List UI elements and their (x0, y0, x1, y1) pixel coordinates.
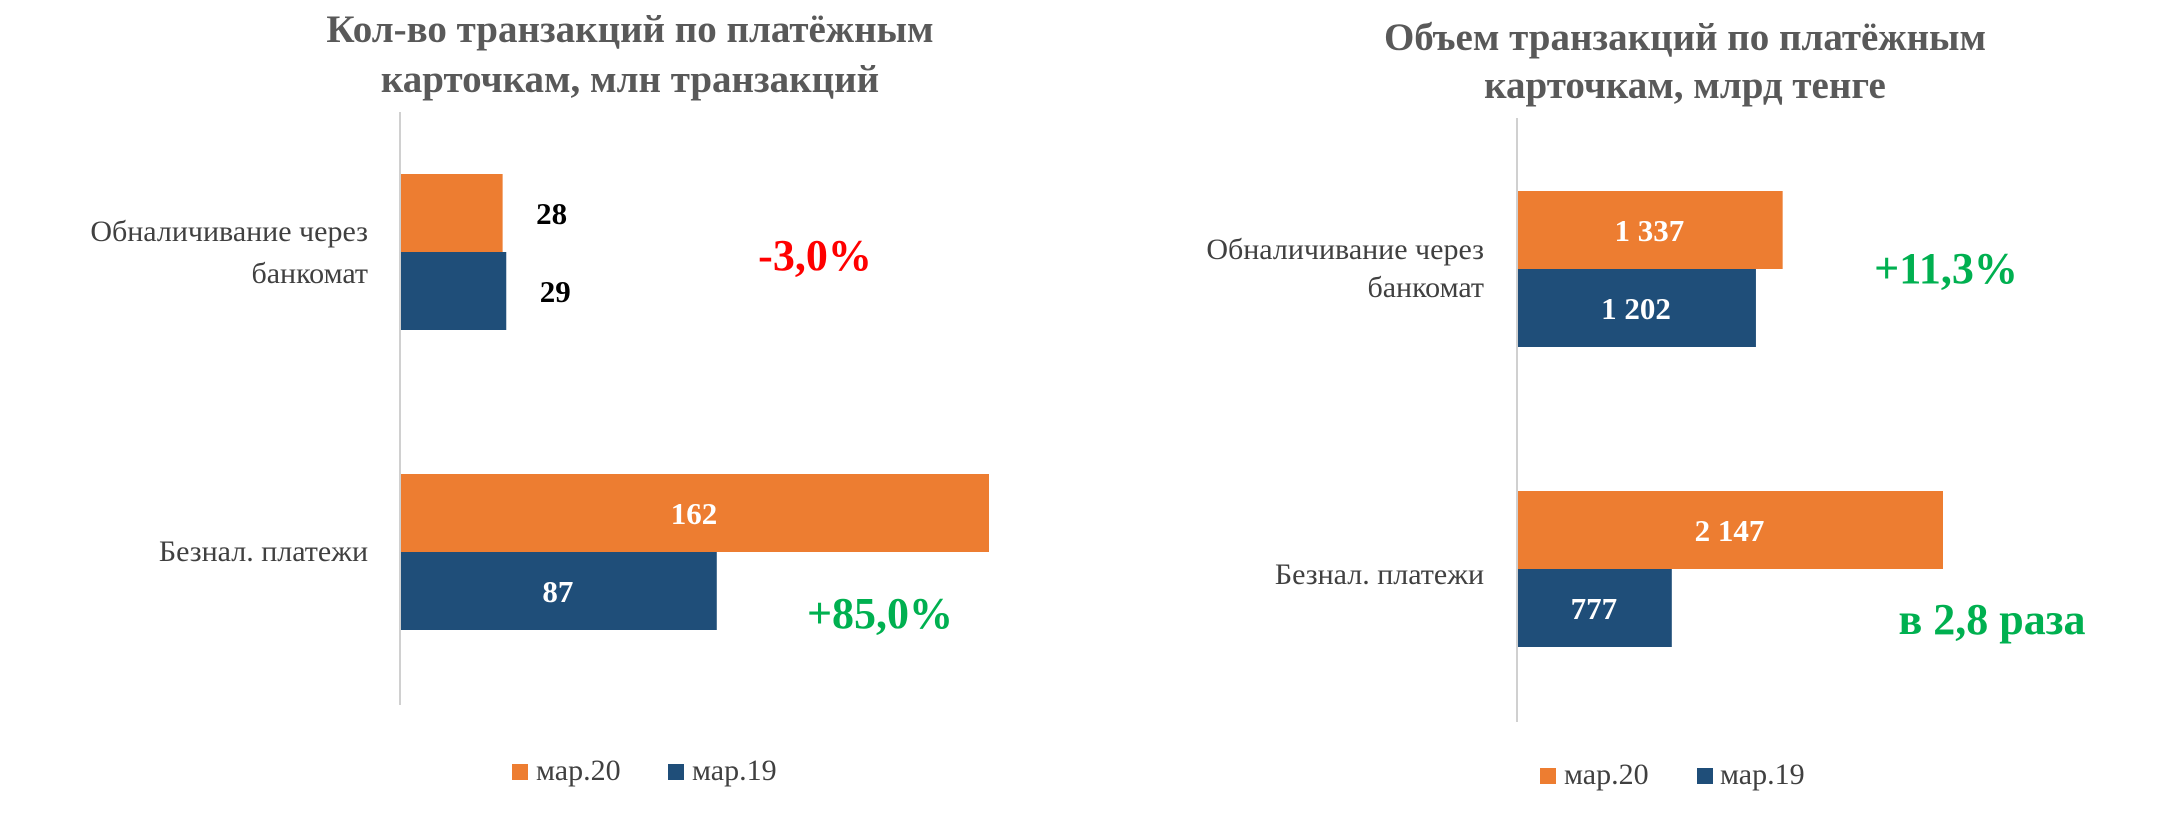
legend-label: мар.20 (536, 754, 621, 787)
category-label: Безнал. платежи (159, 535, 368, 568)
legend-label: мар.19 (1720, 758, 1805, 791)
chart-title-line: Кол-во транзакций по платёжным (326, 8, 933, 51)
chart-title-line: карточкам, млн транзакций (381, 58, 879, 101)
chart-title-line: Объем транзакций по платёжным (1384, 16, 1986, 59)
chart-1: Кол-во транзакций по платёжным карточкам,… (90, 8, 989, 787)
legend-swatch (668, 764, 684, 780)
legend-swatch (1540, 768, 1556, 784)
category-label: Обналичивание через (1206, 233, 1484, 266)
bar-мар-19 (401, 552, 717, 630)
bar-мар-20 (401, 474, 989, 552)
data-label: 28 (536, 196, 567, 231)
change-annotation: +85,0% (807, 589, 953, 638)
data-label: 777 (1571, 591, 1618, 626)
bar-мар-20 (401, 174, 503, 252)
data-label: 87 (542, 574, 573, 609)
data-label: 1 337 (1614, 213, 1684, 248)
legend-swatch (512, 764, 528, 780)
category-label: Обналичивание через (90, 215, 368, 248)
legend-label: мар.20 (1564, 758, 1649, 791)
chart-2: Объем транзакций по платёжным карточкам, … (1206, 16, 2085, 791)
bar-мар-19 (1518, 569, 1672, 647)
change-annotation: +11,3% (1874, 244, 2018, 293)
change-annotation: в 2,8 раза (1899, 595, 2086, 644)
data-label: 162 (671, 496, 718, 531)
legend-swatch (1697, 768, 1713, 784)
legend-label: мар.19 (692, 754, 777, 787)
bar-мар-19 (401, 252, 507, 330)
bar-мар-19 (1518, 269, 1756, 347)
data-label: 29 (540, 274, 571, 309)
chart-title-line: карточкам, млрд тенге (1484, 64, 1886, 107)
data-label: 2 147 (1695, 513, 1765, 548)
category-label: банкомат (251, 257, 368, 290)
bar-мар-20 (1518, 491, 1943, 569)
bar-мар-20 (1518, 191, 1783, 269)
data-label: 1 202 (1601, 291, 1671, 326)
category-label: банкомат (1367, 271, 1484, 304)
change-annotation: -3,0% (758, 231, 872, 280)
category-label: Безнал. платежи (1275, 558, 1484, 591)
